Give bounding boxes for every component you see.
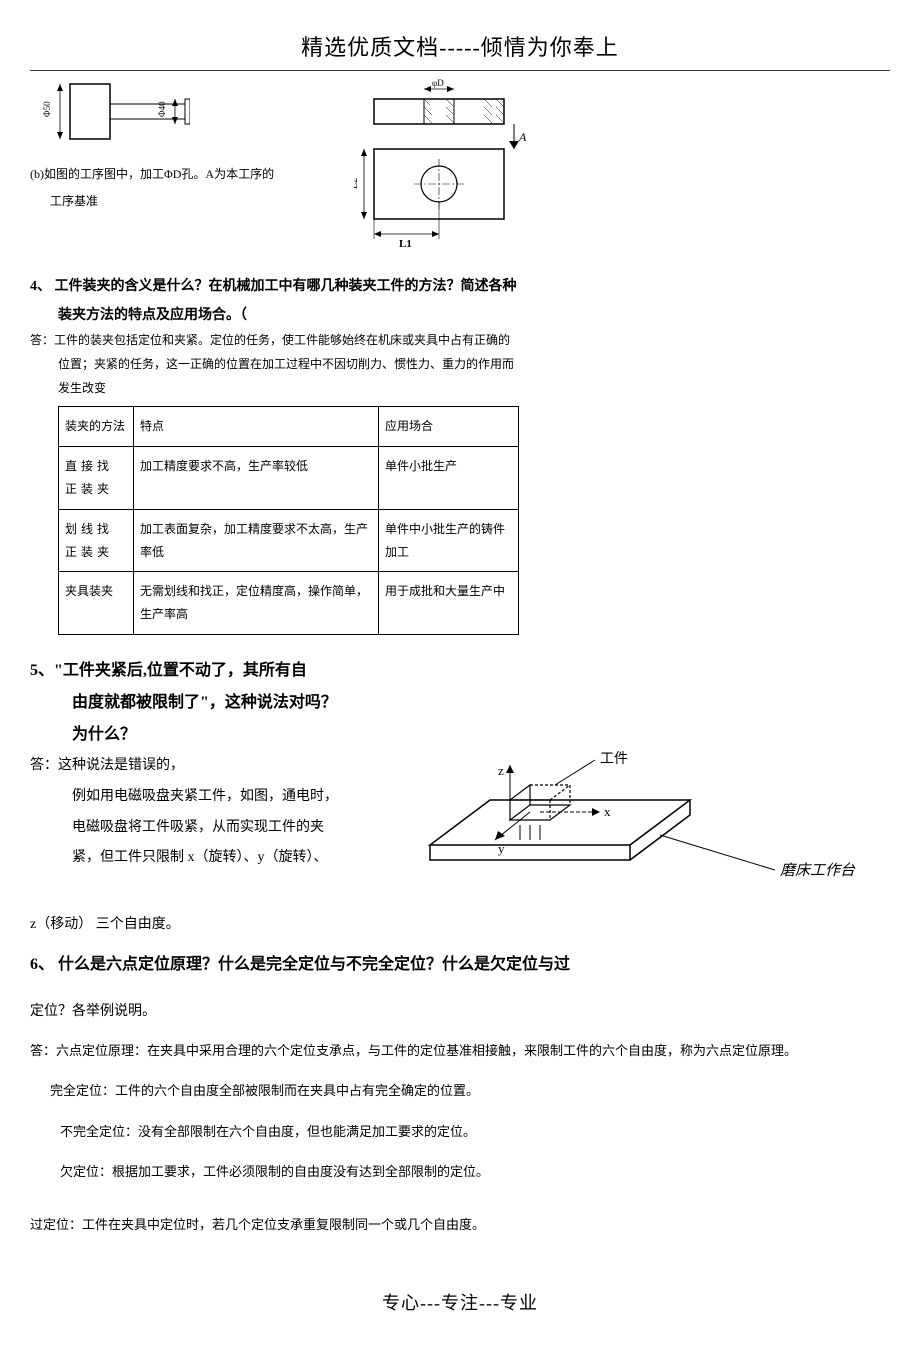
table-cell: 加工表面复杂，加工精度要求不太高，生产率低 bbox=[134, 509, 379, 572]
table-header-2: 特点 bbox=[134, 407, 379, 447]
table-cell: 单件中小批生产的铸件加工 bbox=[379, 509, 519, 572]
table-label: 磨床工作台 bbox=[780, 862, 856, 879]
dim-a: A bbox=[518, 130, 527, 144]
axis-y-label: y bbox=[498, 841, 505, 856]
q5-answer-3: 电磁吸盘将工件吸紧，从而实现工件的夹 bbox=[72, 813, 360, 844]
dim-phid: φD bbox=[432, 79, 444, 88]
axis-z-label: z bbox=[498, 763, 504, 778]
table-header-row: 装夹的方法 特点 应用场合 bbox=[59, 407, 519, 447]
table-cell: 加工精度要求不高，生产率较低 bbox=[134, 447, 379, 510]
q5-title-3: 为什么？ bbox=[72, 719, 360, 751]
q4-table: 装夹的方法 特点 应用场合 直接找正装夹 加工精度要求不高，生产率较低 单件小批… bbox=[58, 406, 519, 635]
figure-b-left: Φ50 Φ40 (b)如图的工序图中，加工ΦD孔。A为本工序的 工序基准 bbox=[30, 79, 274, 212]
table-cell: 直接找正装夹 bbox=[59, 447, 134, 510]
table-cell: 用于成批和大量生产中 bbox=[379, 572, 519, 635]
header-divider bbox=[30, 70, 890, 71]
q4-answer-3: 发生改变 bbox=[58, 376, 890, 400]
q6-answer-2: 完全定位：工件的六个自由度全部被限制而在夹具中占有完全确定的位置。 bbox=[50, 1075, 890, 1108]
dim-phi40: Φ40 bbox=[157, 101, 167, 117]
section-5: 5、"工件夹紧后,位置不动了，其所有自 由度就都被限制了"，这种说法对吗？ 为什… bbox=[30, 655, 890, 910]
q5-answer-5: z（移动） 三个自由度。 bbox=[30, 910, 890, 941]
drawing-left: Φ50 Φ40 bbox=[30, 79, 190, 149]
figure-b-caption-1: (b)如图的工序图中，加工ΦD孔。A为本工序的 bbox=[30, 164, 274, 186]
q6-answer-4: 欠定位：根据加工要求，工件必须限制的自由度没有达到全部限制的定位。 bbox=[60, 1156, 890, 1189]
workpiece-label: 工件 bbox=[600, 751, 628, 767]
table-row: 直接找正装夹 加工精度要求不高，生产率较低 单件小批生产 bbox=[59, 447, 519, 510]
q5-text-block: 5、"工件夹紧后,位置不动了，其所有自 由度就都被限制了"，这种说法对吗？ 为什… bbox=[30, 655, 360, 874]
dim-l2: L2 bbox=[354, 178, 360, 189]
page-header: 精选优质文档-----倾情为你奉上 bbox=[0, 0, 920, 70]
figure-row: Φ50 Φ40 (b)如图的工序图中，加工ΦD孔。A为本工序的 工序基准 φD bbox=[30, 79, 890, 254]
q4-answer-1: 答：工件的装夹包括定位和夹紧。定位的任务，使工件能够始终在机床或夹具中占有正确的 bbox=[30, 328, 890, 352]
q5-answer-4: 紧，但工件只限制 x（旋转）、y（旋转）、 bbox=[72, 843, 360, 874]
table-cell: 夹具装夹 bbox=[59, 572, 134, 635]
table-header-3: 应用场合 bbox=[379, 407, 519, 447]
q5-diagram: z x y 工件 磨床工作台 bbox=[380, 655, 890, 910]
q6-answer-5: 过定位：工件在夹具中定位时，若几个定位支承重复限制同一个或几个自由度。 bbox=[30, 1209, 890, 1242]
table-row: 夹具装夹 无需划线和找正，定位精度高，操作简单，生产率高 用于成批和大量生产中 bbox=[59, 572, 519, 635]
q6-answer-1: 答：六点定位原理：在夹具中采用合理的六个定位支承点，与工件的定位基准相接触，来限… bbox=[30, 1035, 890, 1068]
q5-answer-2: 例如用电磁吸盘夹紧工件，如图，通电时， bbox=[72, 782, 360, 813]
table-cell: 划线找正装夹 bbox=[59, 509, 134, 572]
q6-answer-3: 不完全定位：没有全部限制在六个自由度，但也能满足加工要求的定位。 bbox=[60, 1116, 890, 1149]
q5-title-2: 由度就都被限制了"，这种说法对吗？ bbox=[72, 687, 360, 719]
table-header-1: 装夹的方法 bbox=[59, 407, 134, 447]
q4-answer-2: 位置；夹紧的任务，这一正确的位置在加工过程中不因切削力、惯性力、重力的作用而 bbox=[58, 352, 890, 376]
figure-b-right: φD bbox=[354, 79, 534, 254]
table-cell: 无需划线和找正，定位精度高，操作简单，生产率高 bbox=[134, 572, 379, 635]
q4-title: 4、 工件装夹的含义是什么？在机械加工中有哪几种装夹工件的方法？简述各种 bbox=[30, 274, 890, 299]
page-footer: 专心---专注---专业 bbox=[0, 1249, 920, 1345]
figure-b-caption-2: 工序基准 bbox=[50, 191, 274, 213]
dim-l1: L1 bbox=[399, 238, 412, 249]
drawing-right: φD bbox=[354, 79, 534, 249]
main-content: Φ50 Φ40 (b)如图的工序图中，加工ΦD孔。A为本工序的 工序基准 φD bbox=[0, 79, 920, 1241]
dim-phi50: Φ50 bbox=[42, 101, 52, 117]
axis-x-label: x bbox=[604, 804, 611, 819]
table-cell: 单件小批生产 bbox=[379, 447, 519, 510]
q6-subtitle: 定位？各举例说明。 bbox=[30, 1000, 890, 1020]
q5-answer-1: 答：这种说法是错误的， bbox=[30, 751, 360, 782]
isometric-drawing: z x y 工件 磨床工作台 bbox=[380, 705, 880, 905]
table-row: 划线找正装夹 加工表面复杂，加工精度要求不太高，生产率低 单件中小批生产的铸件加… bbox=[59, 509, 519, 572]
q4-subtitle: 装夹方法的特点及应用场合。（ bbox=[58, 303, 890, 328]
q5-title-1: 5、"工件夹紧后,位置不动了，其所有自 bbox=[30, 655, 360, 687]
q6-title: 6、 什么是六点定位原理？什么是完全定位与不完全定位？什么是欠定位与过 bbox=[30, 951, 890, 980]
